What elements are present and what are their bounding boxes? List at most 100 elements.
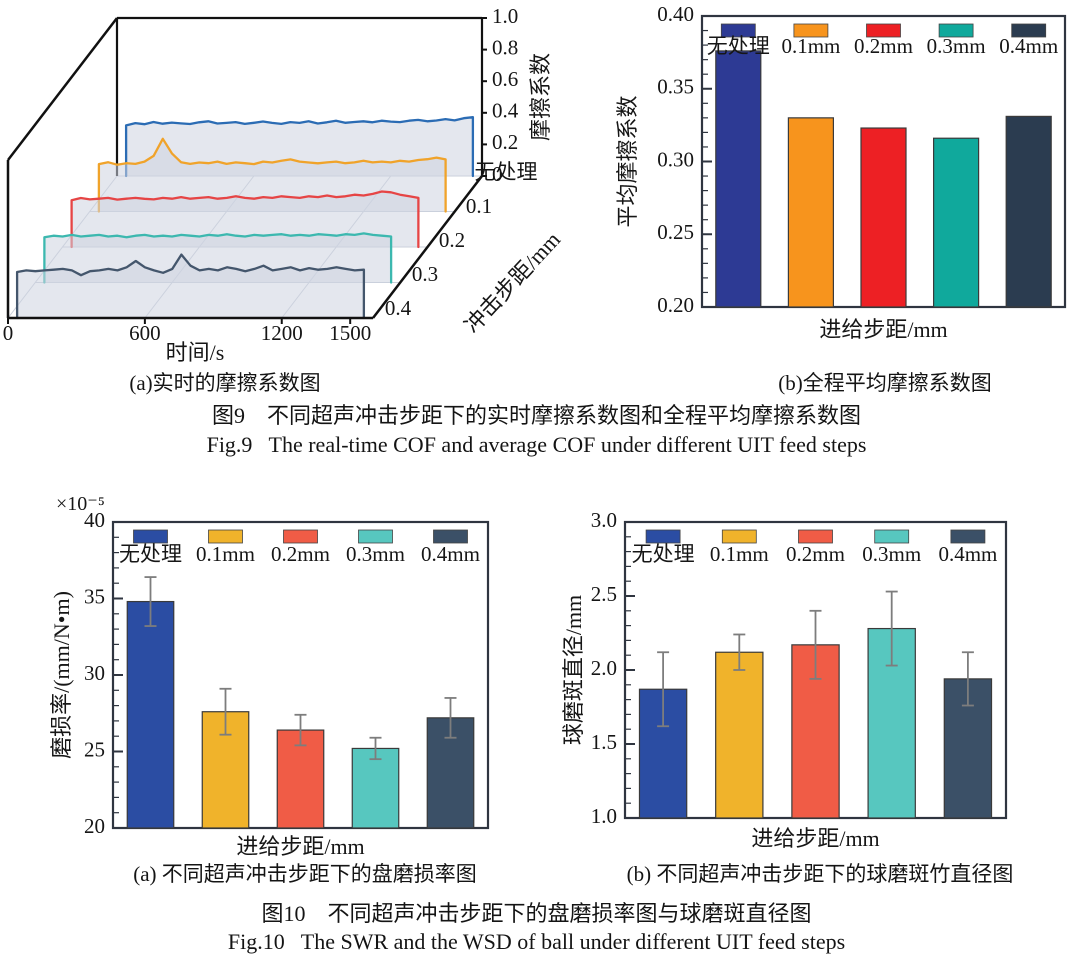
bar-0.4mm <box>1005 115 1052 308</box>
x-axis-label: 进给步距/mm <box>751 826 879 851</box>
z-tick-label: 0.8 <box>492 35 518 59</box>
error-bar-0.4mm <box>961 651 974 707</box>
back-frame <box>115 16 484 176</box>
fig10-caption-zh: 图10 不同超声冲击步距下的盘磨损率图与球磨斑直径图 <box>261 901 812 926</box>
axis-multiplier: ×10⁻⁵ <box>56 493 105 515</box>
depth-tick-label: 0.3 <box>412 262 438 286</box>
series-line-0.2 <box>70 190 420 249</box>
y-tick-label: 3.0 <box>591 508 617 532</box>
legend-label-0.1mm: 0.1mm <box>781 34 840 58</box>
panel-a-caption-fig10: (a) 不同超声冲击步距下的盘磨损率图 <box>133 862 477 886</box>
y-axis-label: 磨损率/(mm/N•m) <box>49 591 74 759</box>
y-tick-label: 0.40 <box>657 4 694 26</box>
error-bar-0.3mm <box>885 590 898 667</box>
bar-0.2mm <box>860 127 907 308</box>
y-tick-label: 40 <box>84 508 105 532</box>
legend-swatch-0.2mm <box>798 529 833 544</box>
legend-label-0.1mm: 0.1mm <box>710 542 769 566</box>
fig9-caption-zh: 图9 不同超声冲击步距下的实时摩擦系数图和全程平均摩擦系数图 <box>211 403 861 428</box>
legend-label-无处理: 无处理 <box>632 542 695 566</box>
error-bar-0.2mm <box>809 609 822 680</box>
bar-0.1mm <box>787 117 835 308</box>
legend-swatch-0.1mm <box>721 529 757 544</box>
legend-swatch-0.3mm <box>938 23 974 38</box>
y-tick-label: 2.0 <box>591 656 617 680</box>
realtime-cof-3d-chart: 0 600 1200 150000.20.40.60.81.0无处理0.10.20.3… <box>3 4 565 365</box>
fig10-caption-en: Fig.10 The SWR and the WSD of ball under… <box>227 929 846 954</box>
legend-label-0.3mm: 0.3mm <box>346 542 405 566</box>
legend-swatch-无处理 <box>133 529 168 544</box>
legend-label-0.2mm: 0.2mm <box>786 542 845 566</box>
depth-tick-label: 无处理 <box>475 160 538 184</box>
x-axis-label: 进给步距/mm <box>819 317 947 342</box>
bar-无处理 <box>126 600 175 829</box>
legend-swatch-0.4mm <box>950 529 986 544</box>
series-ribbon-0.2 <box>71 191 419 247</box>
depth-tick-label: 0.2 <box>439 228 465 252</box>
y-tick-label: 25 <box>84 737 105 761</box>
legend-label-0.4mm: 0.4mm <box>999 34 1058 58</box>
x-tick-label: 1200 <box>261 321 303 345</box>
swr-panel: 20 25 30 35 40 无处理 0.1mm 0.2mm 0.3mm 0.4mm 磨损率/(mm… <box>40 492 520 859</box>
z-tick-label: 0 <box>492 162 503 186</box>
z-tick-label: 0.6 <box>492 67 518 91</box>
x-tick-label: 0 <box>3 321 14 345</box>
bar-0.1mm <box>715 651 764 819</box>
series-line-0.3 <box>43 232 393 284</box>
legend-swatch-0.3mm <box>874 529 910 544</box>
fig9-caption-en: Fig.9 The real-time COF and average COF … <box>206 432 867 457</box>
z-tick-label: 0.4 <box>492 99 519 123</box>
error-bar-无处理 <box>144 576 157 627</box>
legend-label-无处理: 无处理 <box>119 542 182 566</box>
legend-swatch-0.1mm <box>208 529 243 544</box>
y-tick-label: 0.30 <box>657 147 694 171</box>
error-bar-0.1mm <box>733 633 746 671</box>
legend-swatch-0.1mm <box>793 23 829 38</box>
avg-cof-panel: 0.20 0.25 0.30 0.35 0.40 无处理 0.1mm 0.2mm 0.3mm 0.… <box>612 2 1073 364</box>
time-axis-label: 时间/s <box>166 340 225 365</box>
y-tick-label: 35 <box>84 584 105 608</box>
legend-swatch-0.4mm <box>433 529 468 544</box>
legend-swatch-无处理 <box>720 23 756 38</box>
z-tick-label: 0.2 <box>492 130 518 154</box>
error-bar-0.1mm <box>219 687 232 736</box>
y-tick-label: 2.5 <box>591 582 617 606</box>
depth-tick-label: 0.4 <box>385 296 412 320</box>
bar-0.3mm <box>932 137 980 308</box>
legend-label-0.4mm: 0.4mm <box>938 542 997 566</box>
panel-b-caption-fig9: (b)全程平均摩擦系数图 <box>778 371 992 395</box>
wsd-bar-chart: 1.0 1.5 2.0 2.5 3.0 无处理 0.1mm 0.2mm 0.3mm 0.4mm 球磨… <box>561 508 1008 851</box>
legend-swatch-0.4mm <box>1011 23 1047 38</box>
legend-label-0.4mm: 0.4mm <box>421 542 480 566</box>
y-tick-label: 30 <box>84 661 105 685</box>
error-bar-0.2mm <box>294 713 307 747</box>
cof-axis-label: 摩擦系数 <box>528 53 553 141</box>
bar-0.3mm <box>351 747 400 829</box>
legend-swatch-0.2mm <box>866 23 901 38</box>
legend-label-0.2mm: 0.2mm <box>854 34 913 58</box>
x-tick-label: 1500 <box>329 321 371 345</box>
panel-b-caption-fig10: (b) 不同超声冲击步距下的球磨斑竹直径图 <box>626 862 1014 886</box>
legend-label-0.2mm: 0.2mm <box>271 542 330 566</box>
y-tick-label: 1.0 <box>591 804 617 828</box>
panel-a-caption-fig9: (a)实时的摩擦系数图 <box>129 371 321 395</box>
error-bar-0.3mm <box>369 736 382 761</box>
realtime-cof-3d-panel: 0 600 1200 1500 0 0.2 0.4 0.6 0.8 1.0 无处理 0.1 0.2 0.3… <box>0 0 610 368</box>
series-ribbon-0.1 <box>98 138 446 212</box>
y-tick-label: 0.25 <box>657 220 694 244</box>
bar-0.2mm <box>276 729 325 829</box>
y-tick-label: 20 <box>84 814 105 838</box>
legend-label-0.3mm: 0.3mm <box>927 34 986 58</box>
legend-swatch-0.2mm <box>283 529 318 544</box>
avg-cof-bar-chart: 0.20 0.25 0.30 0.35 0.40 无处理 0.1mm 0.2mm 0.3mm 0.… <box>615 2 1067 342</box>
legend-label-0.3mm: 0.3mm <box>862 542 921 566</box>
depth-axis-label: 冲击步距/mm <box>459 227 565 338</box>
legend-swatch-无处理 <box>645 529 681 544</box>
series-line-0.4 <box>15 253 366 320</box>
error-bar-无处理 <box>657 651 670 728</box>
y-axis-label: 球磨斑直径/mm <box>561 595 586 745</box>
x-axis-label: 进给步距/mm <box>236 834 364 858</box>
series-line-无处理 <box>124 116 475 178</box>
series-line-0.1 <box>97 137 447 213</box>
